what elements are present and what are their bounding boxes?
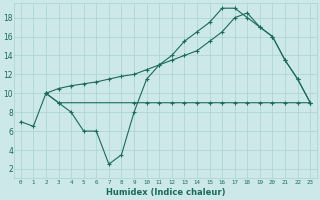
X-axis label: Humidex (Indice chaleur): Humidex (Indice chaleur) bbox=[106, 188, 225, 197]
